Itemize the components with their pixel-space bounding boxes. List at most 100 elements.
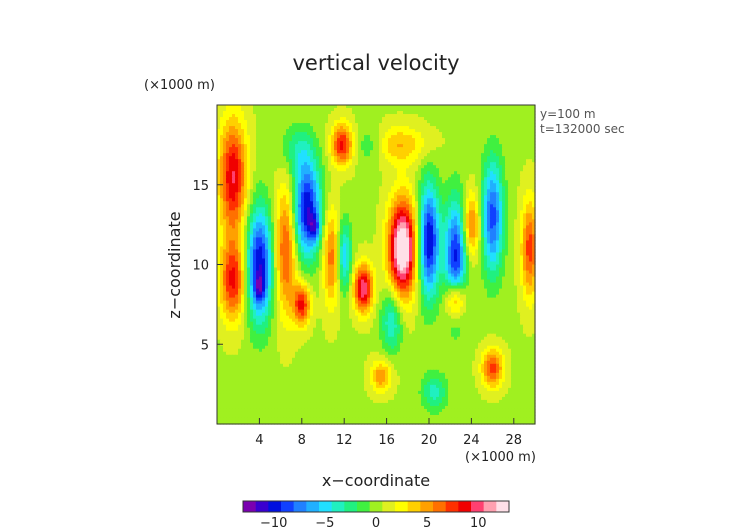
field-cell (298, 138, 302, 142)
field-cell (274, 159, 278, 163)
field-cell (469, 243, 473, 248)
field-cell (457, 132, 461, 136)
field-cell (268, 231, 272, 236)
field-cell (397, 135, 401, 139)
field-cell (460, 147, 464, 151)
field-cell (388, 192, 392, 196)
field-cell (328, 207, 332, 211)
field-cell (514, 168, 518, 172)
field-cell (370, 123, 374, 127)
field-cell (283, 186, 287, 190)
field-cell (280, 141, 284, 145)
field-cell (244, 177, 248, 181)
field-cell (259, 123, 263, 127)
field-cell (493, 162, 497, 166)
field-cell (337, 138, 341, 142)
field-cell (529, 210, 533, 214)
field-cell (526, 219, 530, 223)
field-cell (286, 228, 290, 232)
field-cell (448, 156, 452, 160)
field-cell (505, 135, 509, 139)
field-cell (478, 186, 482, 190)
field-cell (304, 183, 308, 187)
field-cell (502, 105, 506, 109)
field-cell (358, 168, 362, 172)
field-cell (505, 198, 509, 202)
field-cell (466, 135, 470, 139)
field-cell (532, 183, 536, 187)
field-cell (289, 147, 293, 151)
field-cell (400, 165, 404, 169)
field-cell (478, 192, 482, 196)
field-cell (319, 195, 323, 199)
field-cell (388, 108, 392, 112)
field-cell (268, 111, 272, 115)
field-cell (442, 108, 446, 112)
field-cell (445, 165, 449, 169)
field-cell (475, 132, 479, 136)
field-cell (271, 183, 275, 187)
field-cell (439, 219, 443, 223)
field-cell (385, 198, 389, 202)
field-cell (433, 192, 437, 196)
field-cell (412, 135, 416, 139)
field-cell (397, 105, 401, 109)
field-cell (250, 120, 254, 124)
field-cell (457, 168, 461, 172)
field-cell (379, 201, 383, 205)
field-cell (295, 237, 299, 242)
field-cell (250, 231, 254, 236)
field-cell (532, 162, 536, 166)
field-cell (349, 150, 353, 154)
field-cell (286, 138, 290, 142)
field-cell (307, 156, 311, 160)
field-cell (331, 144, 335, 148)
field-cell (493, 204, 497, 208)
field-cell (427, 132, 431, 136)
field-cell (505, 192, 509, 196)
field-cell (367, 105, 371, 109)
field-cell (340, 180, 344, 184)
field-cell (304, 162, 308, 166)
field-cell (415, 231, 419, 236)
field-cell (304, 234, 308, 239)
field-cell (370, 111, 374, 115)
field-cell (523, 192, 527, 196)
field-cell (418, 162, 422, 166)
field-cell (295, 177, 299, 181)
field-cell (367, 240, 371, 245)
field-cell (502, 204, 506, 208)
field-cell (388, 165, 392, 169)
field-cell (253, 150, 257, 154)
field-cell (406, 117, 410, 121)
field-cell (346, 228, 350, 232)
field-cell (292, 168, 296, 172)
field-cell (457, 126, 461, 130)
field-cell (511, 168, 515, 172)
field-cell (223, 183, 227, 187)
field-cell (379, 183, 383, 187)
field-cell (256, 138, 260, 142)
field-cell (241, 153, 245, 157)
field-cell (223, 180, 227, 184)
field-cell (373, 108, 377, 112)
field-cell (391, 156, 395, 160)
field-cell (421, 147, 425, 151)
field-cell (379, 123, 383, 127)
field-cell (304, 159, 308, 163)
field-cell (478, 120, 482, 124)
field-cell (259, 207, 263, 211)
field-cell (400, 120, 404, 124)
field-cell (394, 213, 398, 217)
field-cell (217, 135, 221, 139)
field-cell (331, 132, 335, 136)
field-cell (373, 135, 377, 139)
field-cell (493, 198, 497, 202)
field-cell (400, 243, 404, 248)
field-cell (217, 126, 221, 130)
field-cell (295, 126, 299, 130)
field-cell (283, 177, 287, 181)
field-cell (289, 222, 293, 226)
field-cell (466, 243, 470, 248)
field-cell (316, 144, 320, 148)
